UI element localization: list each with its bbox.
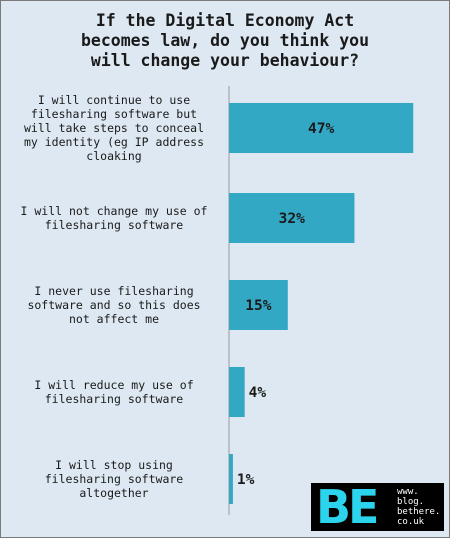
brand-logo-text: BE [316, 480, 380, 534]
category-label: I will stop using filesharing software alt… [6, 458, 222, 500]
category-label-line: filesharing software [44, 472, 184, 486]
category-label-line: altogether [79, 486, 149, 500]
category-label-line: not affect me [68, 312, 159, 326]
bar [229, 367, 245, 417]
category-label-line: I never use filesharing [34, 284, 194, 298]
category-label-line: cloaking [86, 149, 142, 163]
bar-value-label: 15% [245, 298, 271, 314]
brand-url-line: www. [397, 487, 419, 497]
bar-value-label: 1% [237, 472, 255, 488]
bar [229, 280, 288, 330]
category-label-line: my identity (eg IP address [23, 135, 204, 149]
bar-value-label: 47% [308, 121, 334, 137]
category-label: I will reduce my use of filesharing softw… [6, 378, 222, 406]
bar [229, 103, 414, 153]
category-label-line: filesharing software [44, 218, 184, 232]
chart-title-line: will change your behaviour? [90, 51, 360, 70]
category-label-line: filesharing software [44, 392, 184, 406]
category-label: I never use filesharing software and so t… [6, 284, 222, 326]
brand-logo: BE www. blog. bethere. co.uk [311, 480, 444, 534]
brand-url-line: co.uk [397, 517, 425, 527]
bar-value-label: 32% [279, 211, 305, 227]
category-label: I will not change my use of filesharing s… [6, 204, 222, 232]
category-label-line: I will reduce my use of [34, 378, 194, 392]
category-label-line: software and so this does [27, 298, 201, 312]
bar [229, 193, 355, 243]
category-label-line: filesharing software but [30, 107, 198, 121]
category-label-line: I will stop using [55, 458, 173, 472]
category-label-line: I will not change my use of [20, 204, 208, 218]
category-label-line: will take steps to conceal [23, 121, 204, 135]
chart-title-line: becomes law, do you think you [80, 31, 370, 50]
brand-url-line: blog. [397, 497, 425, 507]
category-label: I will continue to use filesharing softwa… [6, 93, 222, 163]
brand-url: www. blog. bethere. co.uk [397, 487, 440, 527]
category-label-line: I will continue to use [37, 93, 191, 107]
brand-url-line: bethere. [397, 507, 441, 517]
bar [229, 454, 233, 504]
bar-value-label: 4% [249, 385, 267, 401]
chart-title-line: If the Digital Economy Act [95, 11, 355, 30]
